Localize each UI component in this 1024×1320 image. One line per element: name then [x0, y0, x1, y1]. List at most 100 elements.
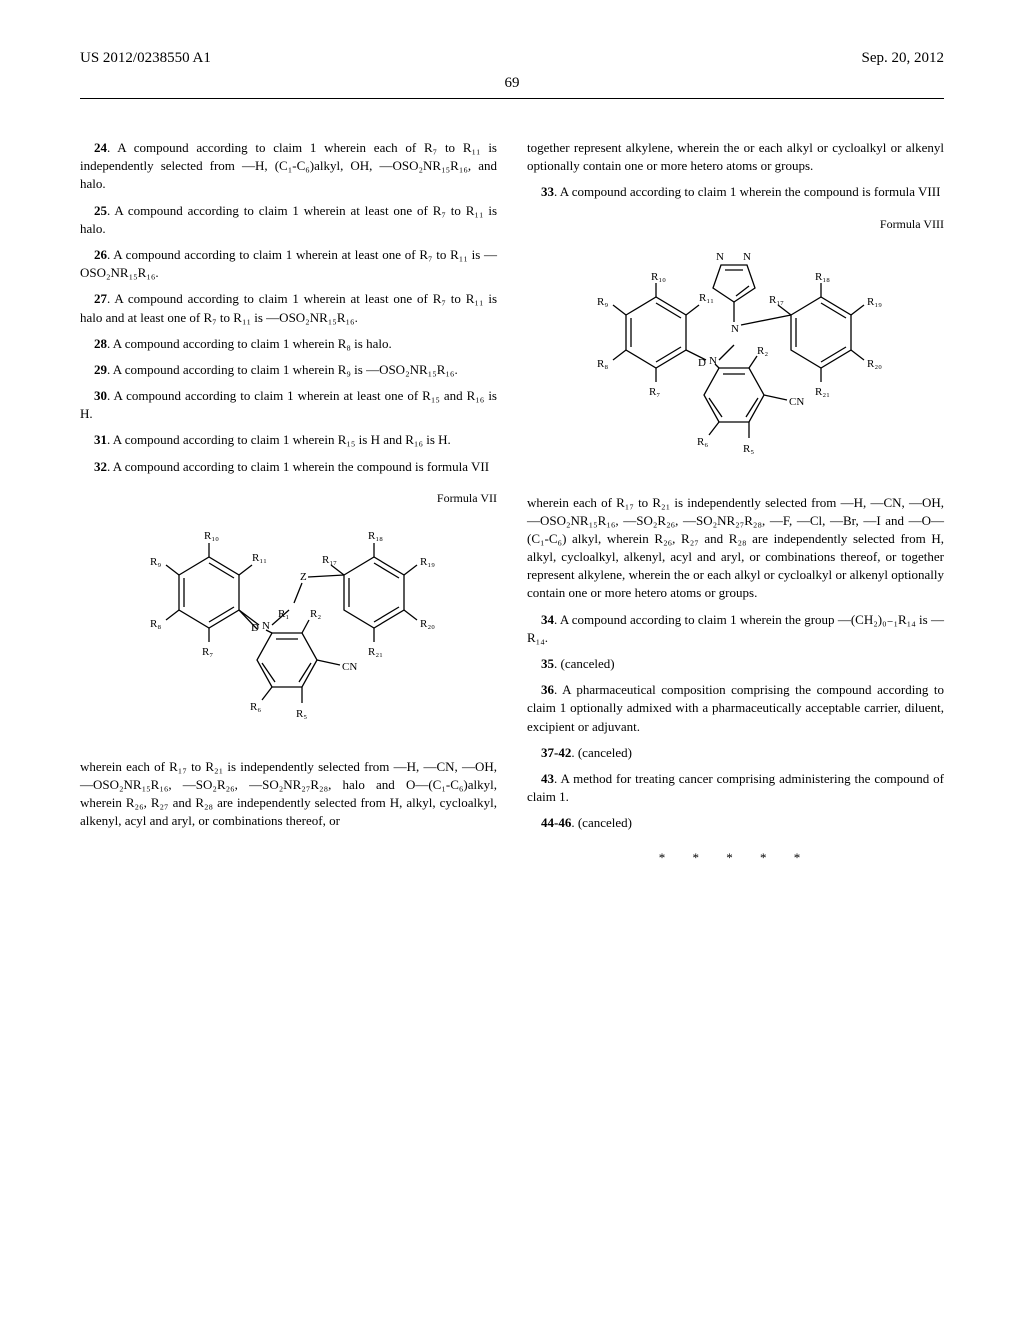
claim-num: 24 — [94, 140, 107, 155]
claim-35: 35. (canceled) — [527, 655, 944, 673]
claim-num: 34 — [541, 612, 554, 627]
end-marks: * * * * * — [527, 849, 944, 867]
claim-32-cont: together represent alkylene, wherein the… — [527, 139, 944, 175]
patent-date: Sep. 20, 2012 — [862, 50, 945, 67]
claim-text: . A pharmaceutical composition comprisin… — [527, 682, 944, 733]
n-label: N — [262, 620, 270, 632]
d-label: D — [698, 357, 706, 369]
claim-num: 27 — [94, 291, 107, 306]
claim-text: . A compound according to claim 1 wherei… — [80, 388, 497, 421]
claim-num: 28 — [94, 336, 107, 351]
formula-8-diagram: N N N R₁₀ R₉ R₈ R₇ R₁₁ R₂ R₁₇ R₁₈ R₁₉ R₂… — [527, 240, 944, 475]
content-columns: 24. A compound according to claim 1 wher… — [80, 139, 944, 867]
r8-label: R₈ — [150, 618, 161, 630]
formula-7-svg: R₁₀ R₉ R₈ R₇ R₁₁ R₁ R₂ R₁₇ R₁₈ R₁₉ R₂₀ R… — [124, 515, 454, 735]
claim-num: 43 — [541, 771, 554, 786]
patent-page: US 2012/0238550 A1 Sep. 20, 2012 69 24. … — [0, 0, 1024, 917]
claim-31: 31. A compound according to claim 1 wher… — [80, 431, 497, 449]
claim-num: 32 — [94, 459, 107, 474]
r10-label: R₁₀ — [651, 271, 666, 283]
claim-text: . A compound according to claim 1 wherei… — [107, 432, 451, 447]
claim-30: 30. A compound according to claim 1 wher… — [80, 387, 497, 423]
claim-num: 36 — [541, 682, 554, 697]
r1-label: R₁ — [278, 608, 289, 620]
claim-num: 30 — [94, 388, 107, 403]
claim-num: 35 — [541, 656, 554, 671]
r5-label: R₅ — [743, 443, 754, 455]
r21-label: R₂₁ — [368, 646, 383, 658]
cn-label: CN — [789, 396, 804, 408]
claim-44-46: 44-46. (canceled) — [527, 814, 944, 832]
claim-36: 36. A pharmaceutical composition compris… — [527, 681, 944, 736]
claim-33: 33. A compound according to claim 1 wher… — [527, 183, 944, 201]
left-column: 24. A compound according to claim 1 wher… — [80, 139, 497, 867]
formula-8-svg: N N N R₁₀ R₉ R₈ R₇ R₁₁ R₂ R₁₇ R₁₈ R₁₉ R₂… — [571, 240, 901, 470]
claim-text: . (canceled) — [554, 656, 615, 671]
r17-label: R₁₇ — [322, 554, 337, 566]
claim-num: 33 — [541, 184, 554, 199]
r21-label: R₂₁ — [815, 386, 830, 398]
claim-28: 28. A compound according to claim 1 wher… — [80, 335, 497, 353]
n-label: N — [731, 323, 739, 335]
formula-7-diagram: R₁₀ R₉ R₈ R₇ R₁₁ R₁ R₂ R₁₇ R₁₈ R₁₉ R₂₀ R… — [80, 515, 497, 740]
r7-label: R₇ — [202, 646, 213, 658]
claim-text: . (canceled) — [571, 745, 632, 760]
z-label: Z — [300, 571, 307, 583]
r8-label: R₈ — [597, 358, 608, 370]
claim-text: . A compound according to claim 1 wherei… — [107, 362, 458, 377]
claim-num: 37-42 — [541, 745, 571, 760]
n-label: N — [743, 251, 751, 263]
claim-29: 29. A compound according to claim 1 wher… — [80, 361, 497, 379]
claim-num: 26 — [94, 247, 107, 262]
r20-label: R₂₀ — [420, 618, 435, 630]
claim-num: 31 — [94, 432, 107, 447]
page-header: US 2012/0238550 A1 Sep. 20, 2012 — [80, 50, 944, 67]
claim-25: 25. A compound according to claim 1 wher… — [80, 202, 497, 238]
claim-num: 44-46 — [541, 815, 571, 830]
r11-label: R₁₁ — [252, 552, 267, 564]
claim-26: 26. A compound according to claim 1 wher… — [80, 246, 497, 282]
claim-text: . A compound according to claim 1 wherei… — [554, 184, 940, 199]
claim-num: 29 — [94, 362, 107, 377]
r19-label: R₁₉ — [420, 556, 435, 568]
claim-num: 25 — [94, 203, 107, 218]
r2-label: R₂ — [310, 608, 321, 620]
d-label: D — [251, 622, 259, 634]
patent-number: US 2012/0238550 A1 — [80, 50, 211, 67]
claim-34: 34. A compound according to claim 1 wher… — [527, 611, 944, 647]
claim-43: 43. A method for treating cancer compris… — [527, 770, 944, 806]
cn-label: CN — [342, 661, 357, 673]
claim-text: . A compound according to claim 1 wherei… — [80, 203, 497, 236]
r9-label: R₉ — [150, 556, 161, 568]
claim-text: . A compound according to claim 1 wherei… — [107, 336, 392, 351]
r19-label: R₁₉ — [867, 296, 882, 308]
claim-24: 24. A compound according to claim 1 wher… — [80, 139, 497, 194]
r6-label: R₆ — [697, 436, 708, 448]
r18-label: R₁₈ — [815, 271, 830, 283]
claim-text: . (canceled) — [571, 815, 632, 830]
claim-text: . A compound according to claim 1 wherei… — [80, 247, 497, 280]
r2-label: R₂ — [757, 345, 768, 357]
claim-37-42: 37-42. (canceled) — [527, 744, 944, 762]
r6-label: R₆ — [250, 701, 261, 713]
formula-7-label: Formula VII — [80, 490, 497, 507]
claim-32-followup: wherein each of R₁₇ to R₂₁ is independen… — [80, 758, 497, 831]
r20-label: R₂₀ — [867, 358, 882, 370]
right-column: together represent alkylene, wherein the… — [527, 139, 944, 867]
page-number: 69 — [80, 75, 944, 92]
formula-8-label: Formula VIII — [527, 216, 944, 233]
claim-text: . A compound according to claim 1 wherei… — [107, 459, 489, 474]
claim-33-followup: wherein each of R₁₇ to R₂₁ is independen… — [527, 494, 944, 603]
r5-label: R₅ — [296, 708, 307, 720]
header-divider — [80, 98, 944, 99]
claim-text: . A method for treating cancer comprisin… — [527, 771, 944, 804]
claim-text: . A compound according to claim 1 wherei… — [80, 140, 497, 191]
r7-label: R₇ — [649, 386, 660, 398]
claim-text: . A compound according to claim 1 wherei… — [527, 612, 944, 645]
claim-32: 32. A compound according to claim 1 wher… — [80, 458, 497, 476]
n-label: N — [709, 355, 717, 367]
n-label: N — [716, 251, 724, 263]
r11-label: R₁₁ — [699, 292, 714, 304]
r10-label: R₁₀ — [204, 530, 219, 542]
r9-label: R₉ — [597, 296, 608, 308]
